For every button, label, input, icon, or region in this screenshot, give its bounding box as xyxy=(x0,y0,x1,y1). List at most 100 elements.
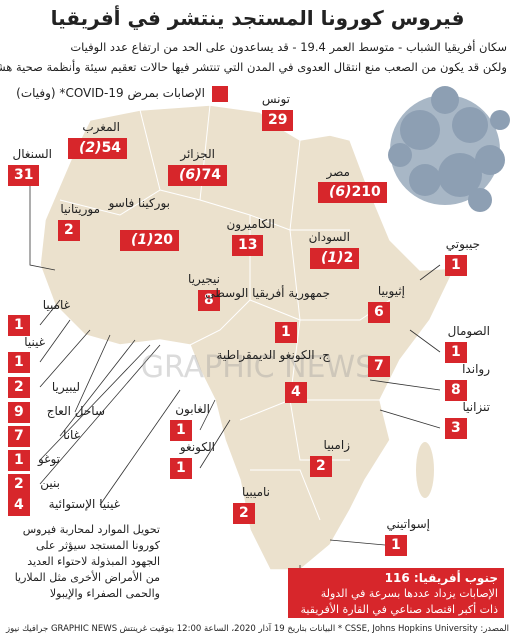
case-box: 1 xyxy=(385,535,407,556)
case-box: 2 xyxy=(8,474,30,495)
case-box: 74(6) xyxy=(168,165,228,186)
case-box: 2 xyxy=(8,377,30,398)
note-line: تحويل الموارد لمحاربة فيروس xyxy=(22,523,160,536)
case-box: 31 xyxy=(8,165,40,186)
cases: 8 xyxy=(451,382,461,398)
note: تحويل الموارد لمحاربة فيروس كورونا المستج… xyxy=(15,522,160,602)
cases: 29 xyxy=(268,112,288,128)
virus-image xyxy=(388,86,510,212)
note-line: كورونا المستجد سيؤثر على xyxy=(36,539,160,552)
callout-title: جنوب أفريقيا: 116 xyxy=(384,571,498,585)
country-label: ساحل العاج xyxy=(46,404,105,418)
country-label: الغابون xyxy=(175,402,210,416)
country-label: ليبيريا xyxy=(51,380,80,394)
cases: 1 xyxy=(451,257,461,273)
deaths: (6) xyxy=(329,184,352,200)
madagascar xyxy=(416,442,434,498)
case-box: 2 xyxy=(233,503,255,524)
watermark: GRAPHIC NEWS xyxy=(140,350,375,385)
country-label: توغو xyxy=(37,452,60,466)
country-label: ج. الكونغو الديمقراطية xyxy=(216,348,330,362)
country-label: جمهورية أفريقيا الوسطى xyxy=(205,286,330,300)
deaths: (1) xyxy=(131,232,154,248)
country-label: نيجيريا xyxy=(188,272,220,286)
country-label: السودان xyxy=(308,230,350,244)
case-box: 7 xyxy=(368,356,390,377)
cases: 2 xyxy=(343,250,354,266)
country-label: تنزانيا xyxy=(462,400,490,414)
subtitle-line: ولكن قد يكون من الصعب منع انتقال العدوى … xyxy=(0,60,507,74)
country-label: ناميبيا xyxy=(242,485,270,499)
case-box: 1 xyxy=(8,315,30,336)
cases: 4 xyxy=(291,384,301,400)
country-label: مصر xyxy=(326,165,350,179)
case-box: 4 xyxy=(285,382,307,403)
country-label: المغرب xyxy=(82,120,120,134)
case-box: 1 xyxy=(8,352,30,373)
case-box: 2 xyxy=(58,220,80,241)
title: فيروس كورونا المستجد ينتشر في أفريقيا xyxy=(50,6,465,30)
cases: 2 xyxy=(64,222,74,238)
cases: 20 xyxy=(153,232,174,248)
country-label: غامبيا xyxy=(42,298,70,312)
source: المصدر: CSSE, Johns Hopkins University *… xyxy=(119,624,509,634)
case-box: 54(2) xyxy=(68,138,128,159)
note-line: من الأمراض الأخرى مثل الملاريا xyxy=(14,571,160,584)
legend-swatch xyxy=(212,86,228,102)
country-label: إسواتيني xyxy=(386,517,430,531)
cases: 3 xyxy=(451,420,461,436)
deaths: (1) xyxy=(321,250,344,266)
cases: 2 xyxy=(14,379,24,395)
note-line: الجهود المبذولة لاحتواء العديد xyxy=(27,555,160,568)
country-label: جيبوتي xyxy=(445,237,480,251)
cases: 4 xyxy=(14,497,24,513)
case-box: 1 xyxy=(8,450,30,471)
country-label: موريتانيا xyxy=(60,202,100,216)
cases: 1 xyxy=(451,344,461,360)
country-label: تونس xyxy=(261,92,290,106)
country-label: الكاميرون xyxy=(226,217,275,231)
case-box: 2 xyxy=(310,456,332,477)
country-label: غينيا الإستوائية xyxy=(48,497,120,511)
cases: 210 xyxy=(351,184,381,200)
note-line: والحمى الصفراء والإيبولا xyxy=(49,587,160,600)
country-label: بنين xyxy=(40,476,60,490)
country-label: غانا xyxy=(63,428,80,442)
callout: جنوب أفريقيا: 116 الإصابات يزداد عددها ب… xyxy=(288,568,504,618)
cases: 1 xyxy=(391,537,401,553)
cases: 7 xyxy=(14,428,24,444)
case-box: 210(6) xyxy=(318,182,387,203)
cases: 1 xyxy=(14,317,24,333)
case-box: 8 xyxy=(445,380,467,401)
case-box: 8 xyxy=(198,290,220,311)
subtitle-line: سكان أفريقيا الشباب - متوسط العمر 19.4 -… xyxy=(70,40,507,54)
country-label: الصومال xyxy=(447,324,490,338)
cases: 1 xyxy=(176,460,186,476)
callout-line: الإصابات يزداد عددها بسرعة في الدولة xyxy=(320,587,498,600)
case-box: 6 xyxy=(368,302,390,323)
country-label: الكونغو xyxy=(179,440,215,454)
cases: 1 xyxy=(281,324,291,340)
case-box: 1 xyxy=(170,420,192,441)
case-box: 13 xyxy=(232,235,264,256)
cases: 6 xyxy=(374,304,384,320)
country-label: إثيوبيا xyxy=(377,284,405,298)
case-box: 29 xyxy=(262,110,294,131)
callout-line: ذات أكبر اقتصاد صناعي في القارة الأفريقي… xyxy=(300,603,498,616)
borders xyxy=(59,104,391,521)
country-label: الجزائر xyxy=(180,147,215,161)
cases: 2 xyxy=(239,505,249,521)
case-box: 9 xyxy=(8,402,30,423)
country-label: بوركينا فاسو xyxy=(108,196,170,210)
case-box: 1 xyxy=(445,255,467,276)
cases: 1 xyxy=(14,354,24,370)
cases: 13 xyxy=(238,237,258,253)
cases: 1 xyxy=(14,452,24,468)
deaths: (6) xyxy=(179,167,202,183)
case-box: 3 xyxy=(445,418,467,439)
cases: 1 xyxy=(176,422,186,438)
case-box: 2(1) xyxy=(310,248,360,269)
cases: 74 xyxy=(201,167,222,183)
